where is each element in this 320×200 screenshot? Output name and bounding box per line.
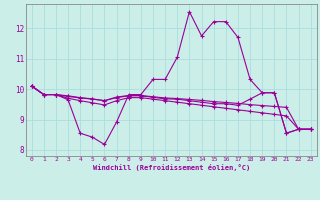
X-axis label: Windchill (Refroidissement éolien,°C): Windchill (Refroidissement éolien,°C) [92,164,250,171]
